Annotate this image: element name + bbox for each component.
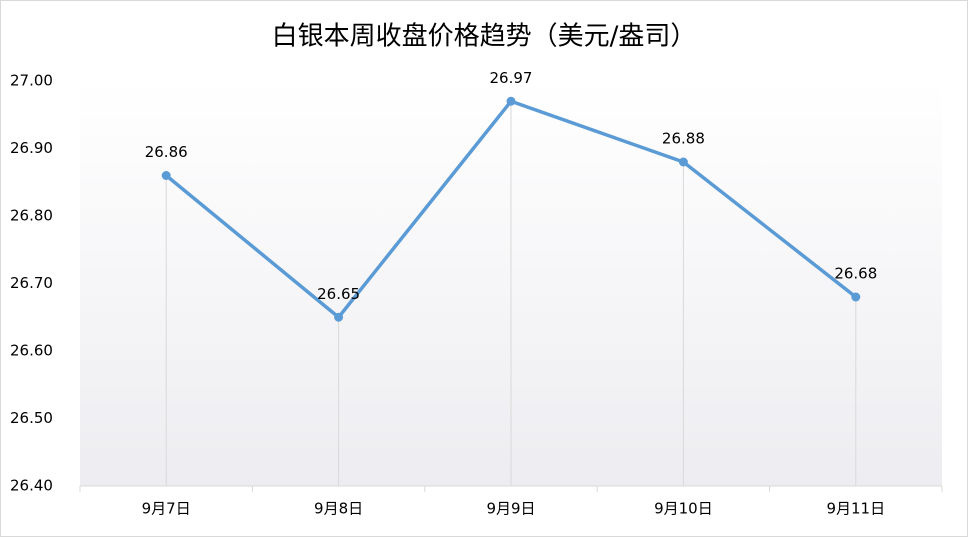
data-point — [506, 96, 516, 106]
y-tick-label: 26.40 — [10, 477, 53, 495]
y-tick-label: 26.70 — [10, 274, 53, 292]
data-point — [851, 292, 861, 302]
data-point — [161, 171, 171, 180]
data-point — [334, 312, 344, 322]
x-tick-label: 9月10日 — [654, 500, 713, 518]
chart-title: 白银本周收盘价格趋势（美元/盎司） — [272, 22, 697, 52]
y-tick-label: 26.80 — [10, 207, 53, 225]
x-tick-label: 9月7日 — [142, 500, 191, 518]
x-tick-label: 9月11日 — [826, 500, 885, 518]
data-point — [678, 157, 688, 167]
y-tick-label: 26.50 — [10, 409, 53, 427]
data-label: 26.68 — [834, 265, 877, 283]
x-tick-label: 9月9日 — [486, 500, 535, 518]
data-label: 26.65 — [317, 285, 360, 303]
y-tick-label: 26.60 — [10, 342, 53, 360]
y-tick-label: 26.90 — [10, 139, 53, 157]
data-label: 26.97 — [490, 69, 533, 87]
y-tick-label: 27.00 — [10, 72, 53, 90]
data-label: 26.88 — [662, 130, 705, 148]
x-tick-label: 9月8日 — [314, 500, 363, 518]
data-label: 26.86 — [145, 143, 188, 161]
